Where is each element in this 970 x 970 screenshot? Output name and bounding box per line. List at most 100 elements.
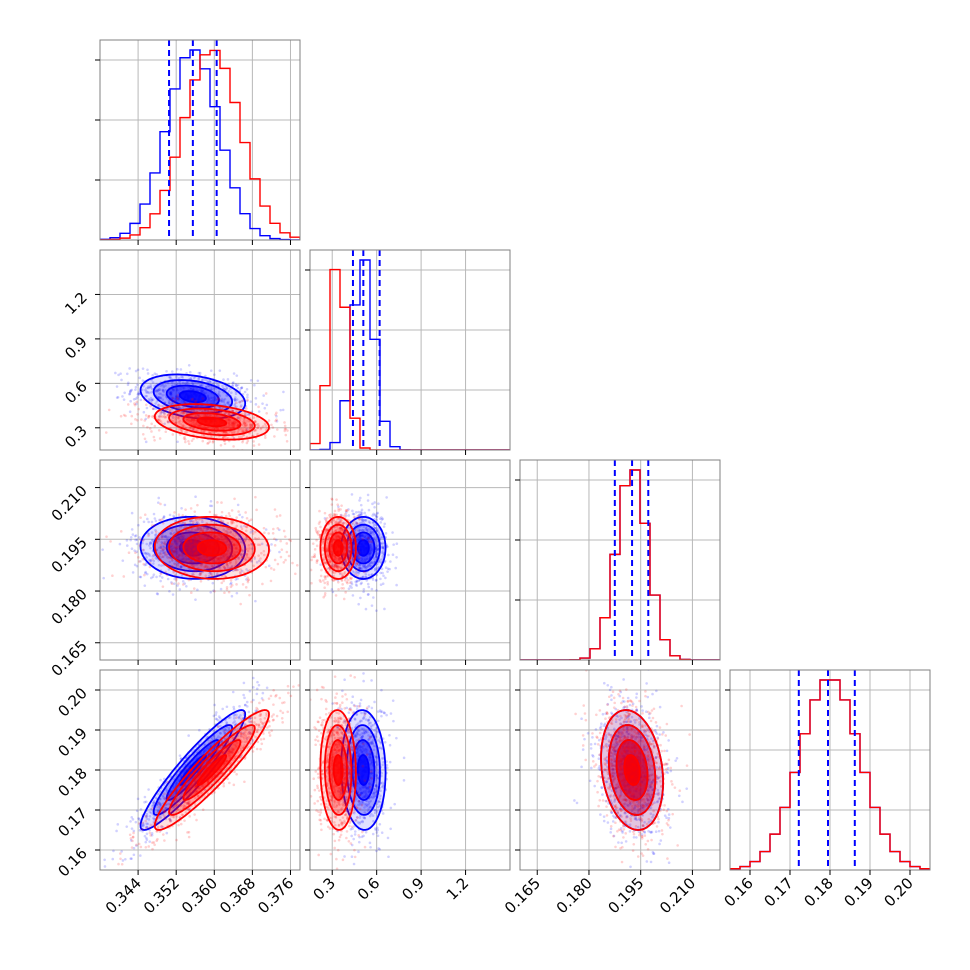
sample-point: [360, 567, 364, 570]
sample-point: [128, 392, 131, 396]
sample-point: [335, 525, 339, 528]
sample-point: [351, 509, 354, 513]
sample-point: [234, 392, 238, 396]
sample-point: [382, 546, 385, 550]
sample-point: [190, 560, 194, 564]
sample-point: [341, 529, 344, 532]
sample-point: [343, 572, 346, 575]
sample-point: [376, 547, 380, 551]
sample-point: [359, 510, 363, 514]
sample-point: [217, 393, 221, 396]
sample-point: [236, 430, 240, 434]
sample-point: [344, 509, 348, 513]
sample-point: [242, 433, 245, 437]
sample-point: [190, 563, 194, 567]
sample-point: [223, 412, 227, 415]
sample-point: [225, 394, 228, 397]
sample-point: [150, 422, 153, 426]
sample-point: [325, 528, 329, 532]
sample-point: [337, 565, 341, 569]
sample-point: [143, 398, 146, 402]
sample-point: [205, 378, 209, 382]
sample-point: [154, 519, 158, 523]
sample-point: [372, 596, 375, 599]
sample-point: [380, 536, 384, 539]
sample-point: [174, 546, 178, 550]
sample-point: [259, 557, 262, 560]
sample-point: [179, 565, 183, 568]
sample-point: [310, 546, 313, 549]
sample-point: [160, 518, 164, 521]
sample-point: [159, 392, 163, 396]
sample-point: [357, 602, 360, 606]
sample-point: [240, 386, 244, 390]
sample-point: [138, 376, 141, 380]
sample-point: [142, 562, 146, 566]
sample-point: [225, 431, 228, 435]
sample-point: [127, 381, 130, 385]
sample-point: [144, 414, 148, 417]
sample-point: [225, 588, 229, 591]
sample-point: [367, 585, 371, 589]
sample-point: [150, 399, 154, 402]
sample-point: [227, 512, 231, 515]
sample-point: [380, 516, 383, 519]
sample-point: [243, 422, 246, 425]
sample-point: [209, 410, 213, 413]
sample-point: [237, 510, 240, 513]
sample-point: [367, 508, 371, 512]
sample-point: [147, 414, 151, 418]
sample-point: [343, 531, 347, 535]
sample-point: [328, 568, 332, 572]
sample-point: [230, 583, 234, 587]
sample-point: [145, 542, 149, 546]
sample-point: [249, 400, 253, 403]
sample-point: [177, 416, 180, 419]
sample-point: [257, 683, 261, 687]
sample-point: [149, 404, 152, 408]
sample-point: [148, 815, 152, 818]
sample-point: [150, 833, 154, 837]
sample-point: [337, 580, 340, 584]
sample-point: [240, 555, 244, 559]
sample-point: [226, 402, 230, 405]
sample-point: [191, 572, 194, 576]
sample-point: [216, 501, 219, 504]
sample-point: [361, 575, 365, 579]
sample-point: [136, 393, 140, 396]
sample-point: [151, 555, 155, 558]
sample-point: [190, 398, 194, 402]
sample-point: [249, 423, 252, 427]
sample-point: [361, 564, 365, 567]
sample-point: [149, 383, 153, 387]
sample-point: [159, 549, 163, 553]
sample-point: [257, 405, 260, 409]
sample-point: [171, 593, 175, 596]
sample-point: [239, 525, 243, 528]
sample-point: [338, 519, 341, 523]
sample-point: [283, 421, 286, 424]
sample-point: [189, 519, 192, 523]
sample-point: [188, 370, 192, 374]
sample-point: [225, 386, 229, 390]
sample-point: [195, 521, 198, 525]
sample-point: [149, 386, 152, 389]
sample-point: [352, 540, 356, 544]
sample-point: [247, 519, 251, 523]
sample-point: [249, 426, 252, 430]
sample-point: [217, 715, 221, 718]
sample-point: [127, 551, 131, 555]
sample-point: [310, 581, 313, 585]
sample-point: [246, 705, 249, 708]
panel-content: [310, 250, 510, 450]
sample-point: [376, 548, 380, 551]
sample-point: [355, 562, 359, 566]
sample-point: [265, 686, 269, 690]
sample-point: [197, 378, 201, 381]
sample-point: [133, 534, 137, 538]
sample-point: [154, 557, 157, 560]
sample-point: [144, 551, 148, 555]
sample-point: [357, 529, 360, 533]
sample-point: [169, 556, 173, 559]
sample-point: [163, 415, 166, 418]
